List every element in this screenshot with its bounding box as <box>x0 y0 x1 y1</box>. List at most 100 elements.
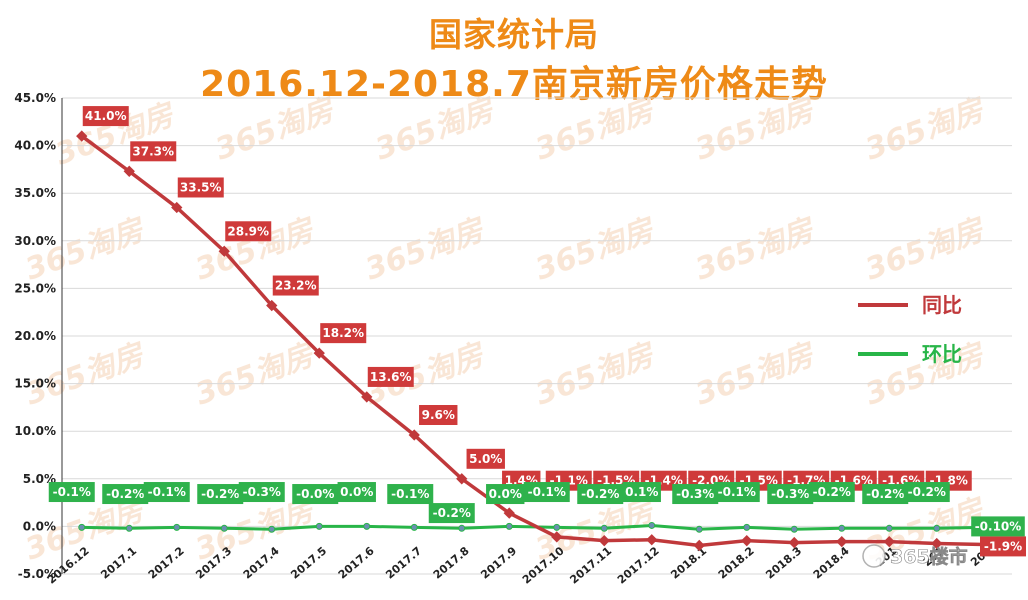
mom-point <box>553 523 561 531</box>
corner-logo-icon <box>862 544 886 568</box>
mom-data-label: -0.2% <box>908 485 946 499</box>
mom-data-label-bg <box>862 484 909 505</box>
yoy-point <box>693 539 705 552</box>
y-tick-label: 40.0% <box>14 139 56 153</box>
mom-data-label: -0.2% <box>433 506 471 520</box>
mom-point <box>648 521 656 529</box>
yoy-data-label: 33.5% <box>180 180 222 194</box>
mom-data-label-bg <box>808 482 855 503</box>
mom-data-label-bg <box>387 484 434 505</box>
mom-point <box>600 524 608 532</box>
watermark-text: 365淘房 <box>691 92 821 168</box>
yoy-data-label-bg <box>225 221 272 242</box>
yoy-data-label-bg <box>82 106 129 127</box>
mom-data-label-bg <box>428 503 475 524</box>
mom-point <box>315 522 323 530</box>
x-tick-label: 2017.8 <box>431 544 472 581</box>
mom-data-label: -0.1% <box>528 485 566 499</box>
x-tick-label: 2017.12 <box>615 544 662 586</box>
mom-point <box>78 523 86 531</box>
mom-point <box>838 524 846 532</box>
yoy-data-label-bg <box>980 536 1026 557</box>
yoy-point <box>741 535 753 547</box>
x-tick-label: 2017.9 <box>478 544 519 581</box>
watermark-text: 365淘房 <box>691 337 821 413</box>
x-tick-label: 2018.2 <box>716 544 757 581</box>
y-tick-label: 25.0% <box>14 281 56 295</box>
watermark-text: 365淘房 <box>21 212 151 288</box>
mom-data-label-bg <box>577 484 624 505</box>
mom-point <box>885 524 893 532</box>
yoy-point <box>646 534 658 546</box>
x-tick-label: 2017.2 <box>146 544 187 581</box>
mom-data-label-bg <box>143 482 190 503</box>
mom-data-label: -0.2% <box>106 487 144 501</box>
mom-data-label: -0.10% <box>975 519 1022 533</box>
yoy-point <box>931 537 943 550</box>
mom-data-label: -0.2% <box>866 487 904 501</box>
x-tick-label: 2017.5 <box>288 544 329 581</box>
watermark-text: 365淘房 <box>191 337 321 413</box>
yoy-data-label: 13.6% <box>370 370 412 384</box>
yoy-point <box>551 531 563 543</box>
mom-data-label: -0.1% <box>718 485 756 499</box>
yoy-data-label: 5.0% <box>469 452 502 466</box>
watermark-text: 365淘房 <box>211 92 341 168</box>
yoy-data-label: 23.2% <box>275 279 317 293</box>
yoy-data-label-bg <box>320 323 367 344</box>
mom-point <box>458 524 466 532</box>
yoy-point <box>218 245 230 257</box>
mom-data-label: -0.3% <box>771 487 809 501</box>
mom-point <box>268 525 276 533</box>
mom-data-label: -0.2% <box>201 487 239 501</box>
yoy-data-label-bg <box>419 405 458 426</box>
mom-point <box>505 522 513 530</box>
mom-point <box>173 523 181 531</box>
yoy-data-label: 28.9% <box>227 224 269 238</box>
mom-data-label-bg <box>713 482 760 503</box>
watermark-text: 365淘房 <box>21 337 151 413</box>
mom-point <box>220 524 228 532</box>
yoy-point <box>788 536 800 549</box>
legend-label-yoy: 同比 <box>922 293 962 317</box>
x-tick-label: 2018.3 <box>763 544 804 581</box>
yoy-point <box>598 535 610 547</box>
mom-data-label-bg <box>48 482 95 503</box>
mom-data-label-bg <box>523 482 570 503</box>
yoy-point <box>503 507 515 519</box>
legend-label-mom: 环比 <box>922 342 962 366</box>
mom-data-label-bg <box>486 484 525 505</box>
mom-point <box>695 525 703 533</box>
yoy-data-label-bg <box>130 141 177 162</box>
watermark-text: 365淘房 <box>861 92 991 168</box>
yoy-point <box>266 299 278 312</box>
watermark-text: 365淘房 <box>531 337 661 413</box>
yoy-data-label: 9.6% <box>422 408 455 422</box>
mom-point <box>363 522 371 530</box>
mom-data-label: -0.3% <box>243 485 281 499</box>
mom-data-label-bg <box>102 484 149 505</box>
mom-data-label-bg <box>767 484 814 505</box>
yoy-data-label: -1.9% <box>984 539 1022 553</box>
y-tick-label: 10.0% <box>14 424 56 438</box>
yoy-point <box>883 535 895 548</box>
mom-data-label: -0.2% <box>581 487 619 501</box>
yoy-point <box>836 535 848 548</box>
y-tick-label: 30.0% <box>14 234 56 248</box>
y-tick-label: 15.0% <box>14 377 56 391</box>
x-tick-label: 2017.6 <box>336 544 377 581</box>
mom-data-label-bg <box>197 484 244 505</box>
mom-data-label: -0.1% <box>148 485 186 499</box>
mom-data-label-bg <box>337 482 376 503</box>
mom-data-label: -0.1% <box>391 487 429 501</box>
mom-data-label-bg <box>238 482 285 503</box>
x-tick-label: 2017.7 <box>383 544 424 581</box>
yoy-data-label-bg <box>466 448 505 469</box>
mom-point <box>125 524 133 532</box>
yoy-data-label: 41.0% <box>85 109 127 123</box>
watermark-text: 365淘房 <box>691 212 821 288</box>
mom-data-label: -0.0% <box>296 487 334 501</box>
watermark-text: 365淘房 <box>371 92 501 168</box>
